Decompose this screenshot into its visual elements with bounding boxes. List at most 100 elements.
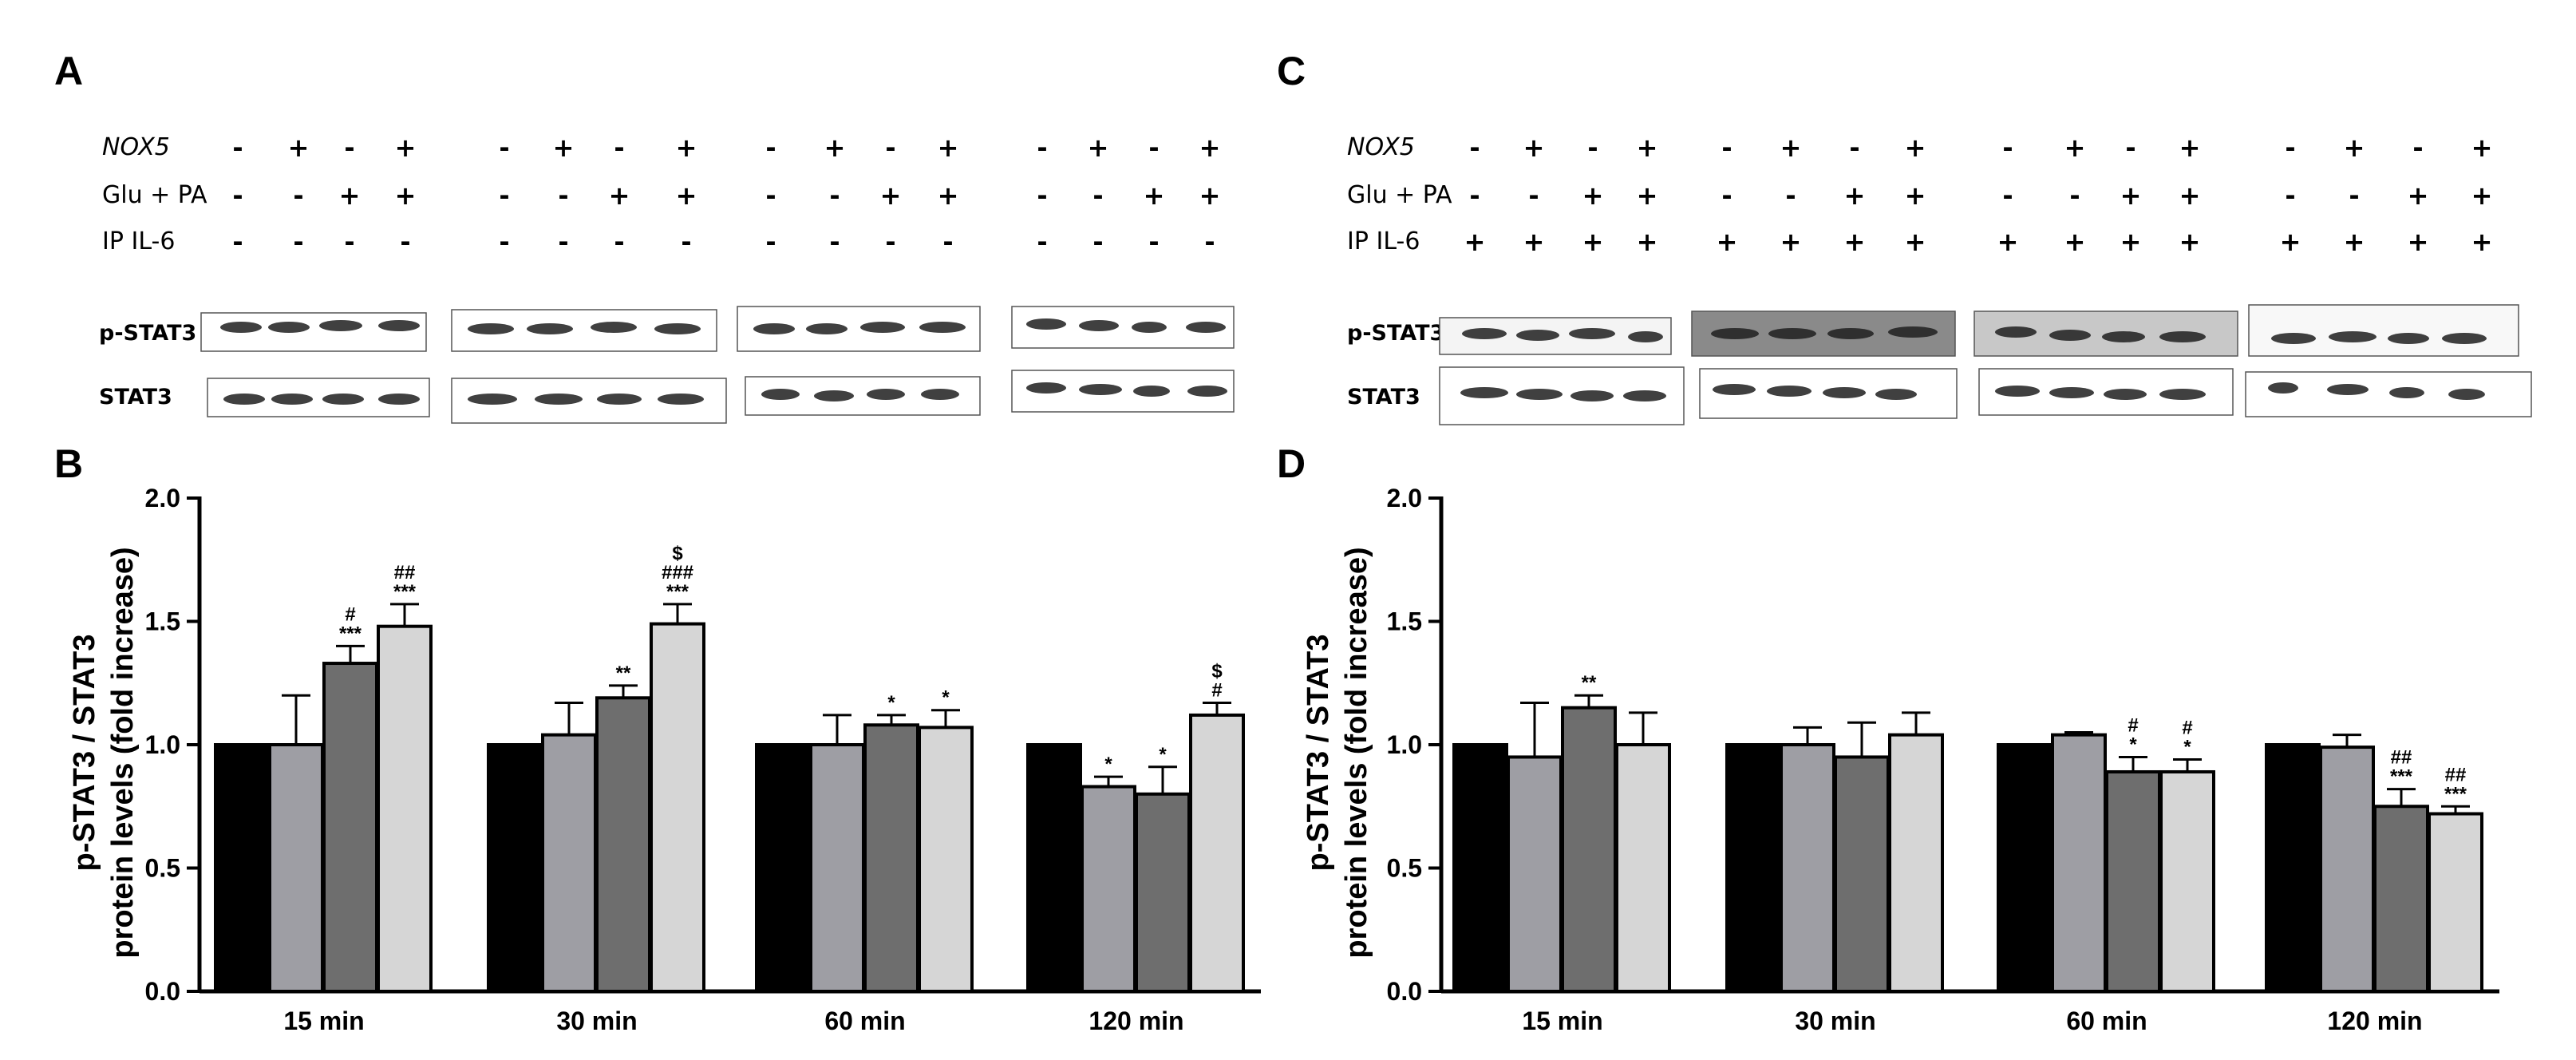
treatment-sign: - (942, 227, 953, 257)
bar (2105, 769, 2161, 993)
treatment-sign: - (1037, 132, 1047, 163)
treatment-sign: - (765, 180, 776, 211)
x-category-label: 30 min (556, 1007, 637, 1035)
bar (1081, 785, 1136, 994)
significance-marker: ## (394, 562, 416, 583)
treatment-sign: - (344, 227, 354, 257)
stat3-blot-band (322, 394, 364, 405)
stat3-blot-band (1516, 389, 1563, 400)
treatment-sign: - (1785, 180, 1796, 211)
x-category-label: 30 min (1795, 1007, 1875, 1035)
y-tick-label: 0.5 (1387, 854, 1422, 883)
treatment-sign: - (885, 227, 895, 257)
treatment-sign: - (1721, 132, 1732, 163)
treatment-sign: + (2064, 132, 2086, 163)
stat3-blot-band (223, 394, 265, 405)
treatment-sign: - (1092, 227, 1103, 257)
p-stat3-blot-band (1079, 320, 1119, 331)
p-stat3-blot-band (1132, 322, 1167, 333)
stat3-blot-band (867, 389, 905, 400)
stat3-blot-band (1570, 390, 1614, 401)
p-stat3-blot-band (468, 323, 514, 334)
treatment-sign: + (2280, 227, 2301, 257)
p-stat3-blot-band (753, 323, 795, 334)
stat3-blot-band (1875, 389, 1917, 400)
treatment-sign: - (558, 227, 568, 257)
treatment-row-label: NOX5 (102, 133, 170, 161)
bar (268, 743, 324, 993)
p-stat3-blot-band (1628, 331, 1663, 342)
stat3-blot-band (271, 394, 313, 405)
bar (1561, 706, 1617, 994)
bar (322, 662, 378, 994)
treatment-sign: - (400, 227, 410, 257)
treatment-sign: - (765, 132, 776, 163)
treatment-sign: + (938, 180, 959, 211)
p-stat3-blot-band (1827, 328, 1874, 339)
treatment-sign: + (2344, 227, 2365, 257)
treatment-sign: + (1637, 180, 1658, 211)
treatment-sign: - (2002, 132, 2013, 163)
stat3-blot-band (1026, 382, 1066, 394)
p-stat3-blot-band (654, 323, 701, 334)
p-stat3-blot-band (2329, 331, 2376, 342)
treatment-sign: - (2285, 132, 2295, 163)
treatment-sign: - (2125, 132, 2135, 163)
treatment-sign: + (1905, 180, 1926, 211)
panel-label-a: A (54, 49, 83, 93)
p-stat3-blot-band (1711, 328, 1759, 339)
treatment-sign: - (1721, 180, 1732, 211)
bar (595, 696, 651, 993)
treatment-sign: + (553, 132, 575, 163)
stat3-blot-band (2104, 389, 2147, 400)
panel-label-c: C (1277, 49, 1306, 93)
treatment-sign: - (232, 132, 243, 163)
bar (2373, 805, 2429, 993)
y-tick-label: 0.0 (145, 977, 180, 1006)
bar (2051, 733, 2107, 993)
bar (1189, 713, 1245, 993)
treatment-sign: + (1844, 227, 1866, 257)
treatment-sign: - (765, 227, 776, 257)
treatment-sign: + (2408, 180, 2429, 211)
bar (214, 743, 270, 993)
y-axis-label: protein levels (fold increase) (106, 547, 140, 958)
stat3-blot-band (921, 389, 959, 400)
treatment-sign: + (2471, 132, 2493, 163)
treatment-sign: - (614, 132, 624, 163)
p-stat3-blot-band (2049, 330, 2091, 341)
treatment-sign: + (2179, 180, 2201, 211)
treatment-sign: - (1037, 180, 1047, 211)
stat3-blot-band (658, 394, 704, 405)
blot-row-label-stat3: STAT3 (99, 385, 172, 409)
panel-label-d: D (1277, 441, 1306, 486)
bar (1452, 743, 1508, 993)
treatment-sign: - (1037, 227, 1047, 257)
p-stat3-blot-band (1026, 318, 1066, 330)
y-tick-label: 1.0 (145, 730, 180, 759)
p-stat3-blot-band (1768, 328, 1816, 339)
treatment-sign: + (1144, 180, 1165, 211)
bar (1507, 755, 1563, 993)
treatment-sign: + (395, 180, 417, 211)
p-stat3-blot-band (268, 322, 310, 333)
treatment-sign: + (609, 180, 630, 211)
treatment-sign: + (1464, 227, 1486, 257)
treatment-sign: - (1528, 180, 1539, 211)
bar (863, 723, 919, 994)
bar (1135, 792, 1191, 993)
stat3-blot-membrane (2245, 371, 2532, 417)
stat3-blot-band (1995, 386, 2040, 397)
treatment-sign: + (2408, 227, 2429, 257)
stat3-blot-band (1187, 386, 1227, 397)
treatment-sign: + (2471, 227, 2493, 257)
treatment-sign: - (1587, 132, 1598, 163)
significance-marker: ** (616, 662, 631, 684)
stat3-blot-band (1623, 390, 1666, 401)
treatment-sign: - (232, 227, 243, 257)
treatment-sign: - (232, 180, 243, 211)
bar (487, 743, 543, 993)
significance-marker: * (2129, 734, 2137, 755)
bar (1725, 743, 1781, 993)
p-stat3-blot-band (591, 322, 637, 333)
